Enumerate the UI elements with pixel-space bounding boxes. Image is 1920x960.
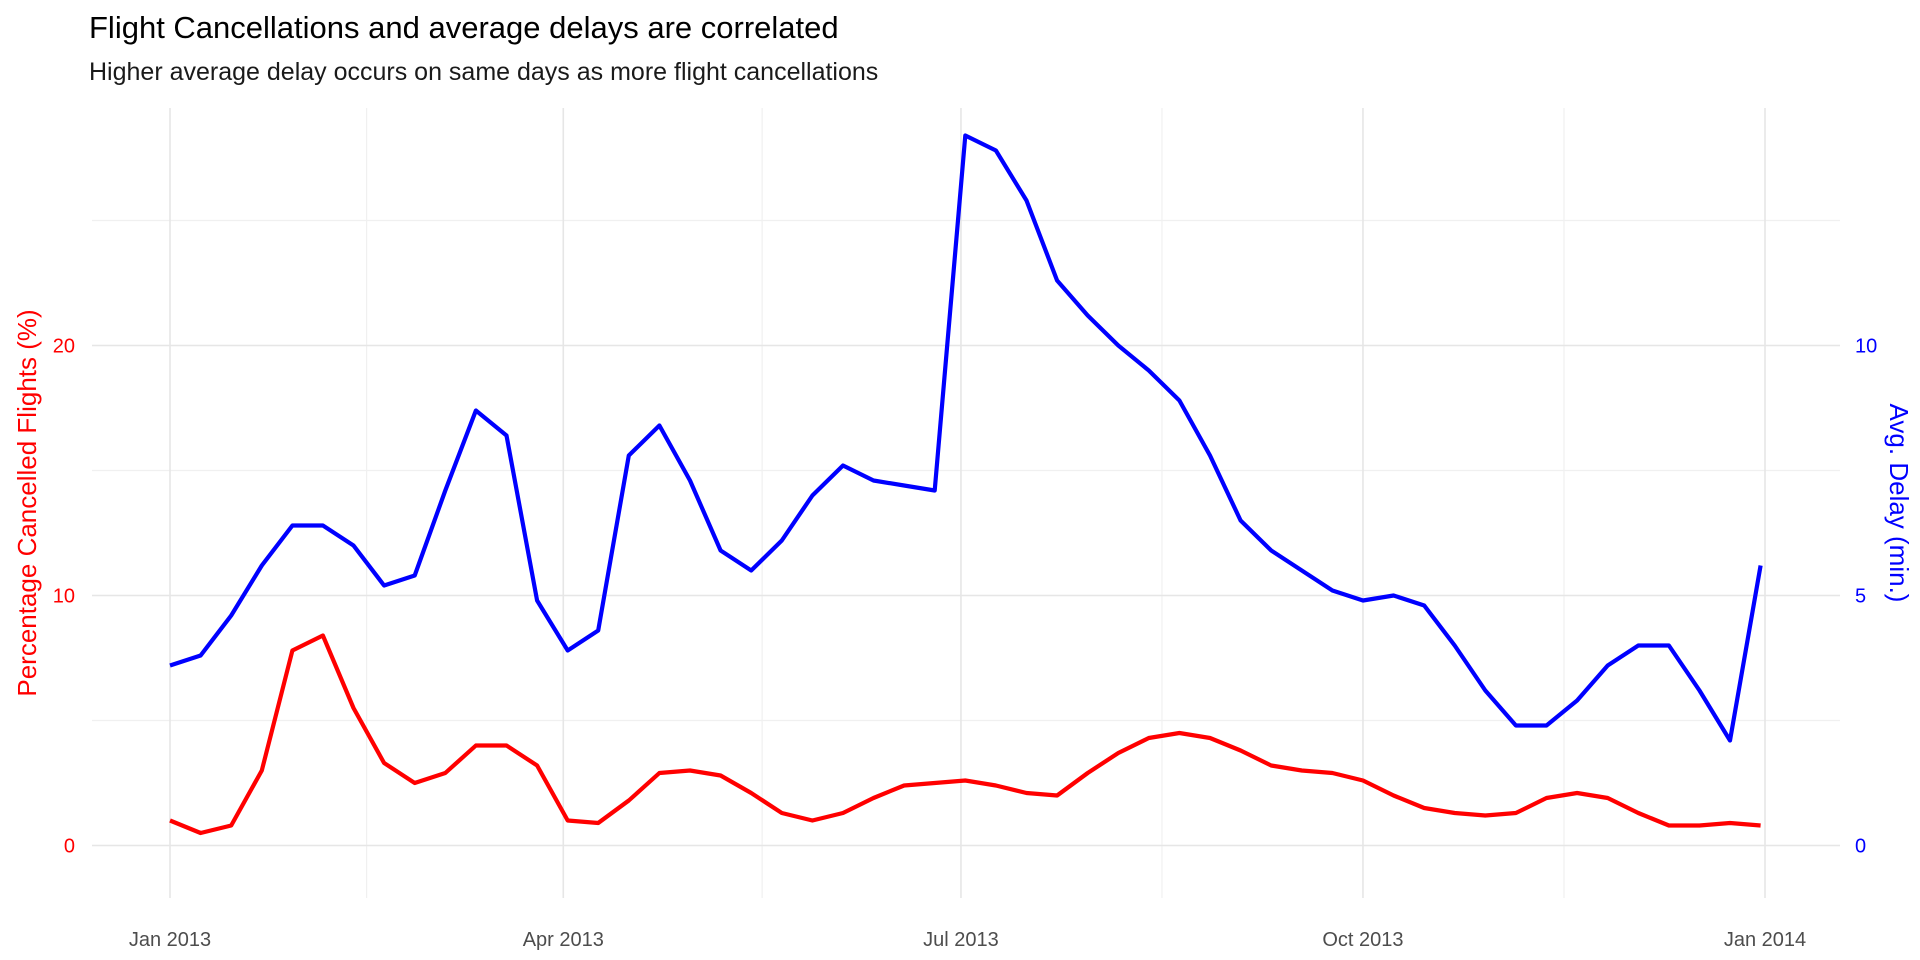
y2-tick-label: 0 — [1855, 836, 1866, 858]
series-line-cancelled — [169, 633, 1761, 836]
chart-subtitle: Higher average delay occurs on same days… — [89, 58, 879, 86]
y2-tick-label: 10 — [1855, 336, 1877, 358]
chart-title: Flight Cancellations and average delays … — [89, 10, 839, 45]
x-tick-label: Jan 2013 — [129, 929, 211, 951]
y2-tick-label: 5 — [1855, 586, 1866, 608]
y-tick-label: 20 — [53, 336, 75, 358]
y-axis-title: Percentage Cancelled Flights (%) — [12, 309, 42, 696]
x-tick-label: Oct 2013 — [1322, 929, 1403, 951]
y2-axis-title: Avg. Delay (min.) — [1884, 404, 1914, 603]
series-line-delay — [169, 133, 1763, 743]
x-tick-label: Apr 2013 — [523, 929, 604, 951]
x-tick-label: Jan 2014 — [1724, 929, 1806, 951]
y-tick-label: 10 — [53, 586, 75, 608]
x-tick-label: Jul 2013 — [923, 929, 999, 951]
y-tick-label: 0 — [64, 836, 75, 858]
